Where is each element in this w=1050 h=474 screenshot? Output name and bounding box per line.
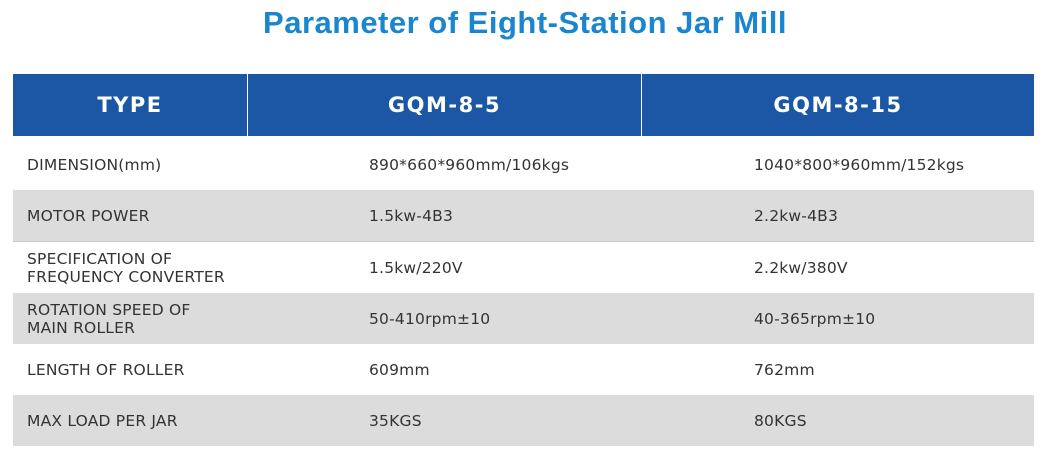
- header-type: TYPE: [13, 74, 247, 136]
- cell-gqm-8-15: 80KGS: [641, 395, 1034, 446]
- row-label: MOTOR POWER: [13, 190, 247, 241]
- cell-gqm-8-5: 1.5kw/220V: [247, 242, 641, 293]
- cell-gqm-8-5: 1.5kw-4B3: [247, 190, 641, 241]
- cell-gqm-8-15: 40-365rpm±10: [641, 293, 1034, 344]
- cell-gqm-8-5: 609mm: [247, 344, 641, 395]
- row-label: DIMENSION(mm): [13, 139, 247, 190]
- table-row-frequency-converter: SPECIFICATION OF FREQUENCY CONVERTER 1.5…: [13, 242, 1034, 293]
- table-row-motor-power: MOTOR POWER 1.5kw-4B3 2.2kw-4B3: [13, 190, 1034, 241]
- table-row-roller-length: LENGTH OF ROLLER 609mm 762mm: [13, 344, 1034, 395]
- cell-gqm-8-5: 50-410rpm±10: [247, 293, 641, 344]
- row-label: ROTATION SPEED OF MAIN ROLLER: [13, 293, 247, 344]
- cell-gqm-8-15: 1040*800*960mm/152kgs: [641, 139, 1034, 190]
- header-gqm-8-5: GQM-8-5: [247, 74, 641, 136]
- cell-gqm-8-5: 890*660*960mm/106kgs: [247, 139, 641, 190]
- table-header-row: TYPE GQM-8-5 GQM-8-15: [13, 74, 1034, 136]
- table-row-dimension: DIMENSION(mm) 890*660*960mm/106kgs 1040*…: [13, 139, 1034, 190]
- row-label: SPECIFICATION OF FREQUENCY CONVERTER: [13, 242, 247, 293]
- row-label: MAX LOAD PER JAR: [13, 395, 247, 446]
- table-row-rotation-speed: ROTATION SPEED OF MAIN ROLLER 50-410rpm±…: [13, 293, 1034, 344]
- table-row-max-load: MAX LOAD PER JAR 35KGS 80KGS: [13, 395, 1034, 446]
- cell-gqm-8-5: 35KGS: [247, 395, 641, 446]
- header-gqm-8-15: GQM-8-15: [641, 74, 1034, 136]
- cell-gqm-8-15: 2.2kw/380V: [641, 242, 1034, 293]
- cell-gqm-8-15: 2.2kw-4B3: [641, 190, 1034, 241]
- row-label: LENGTH OF ROLLER: [13, 344, 247, 395]
- parameter-table: TYPE GQM-8-5 GQM-8-15 DIMENSION(mm) 890*…: [13, 74, 1034, 446]
- page-title: Parameter of Eight-Station Jar Mill: [263, 5, 787, 40]
- cell-gqm-8-15: 762mm: [641, 344, 1034, 395]
